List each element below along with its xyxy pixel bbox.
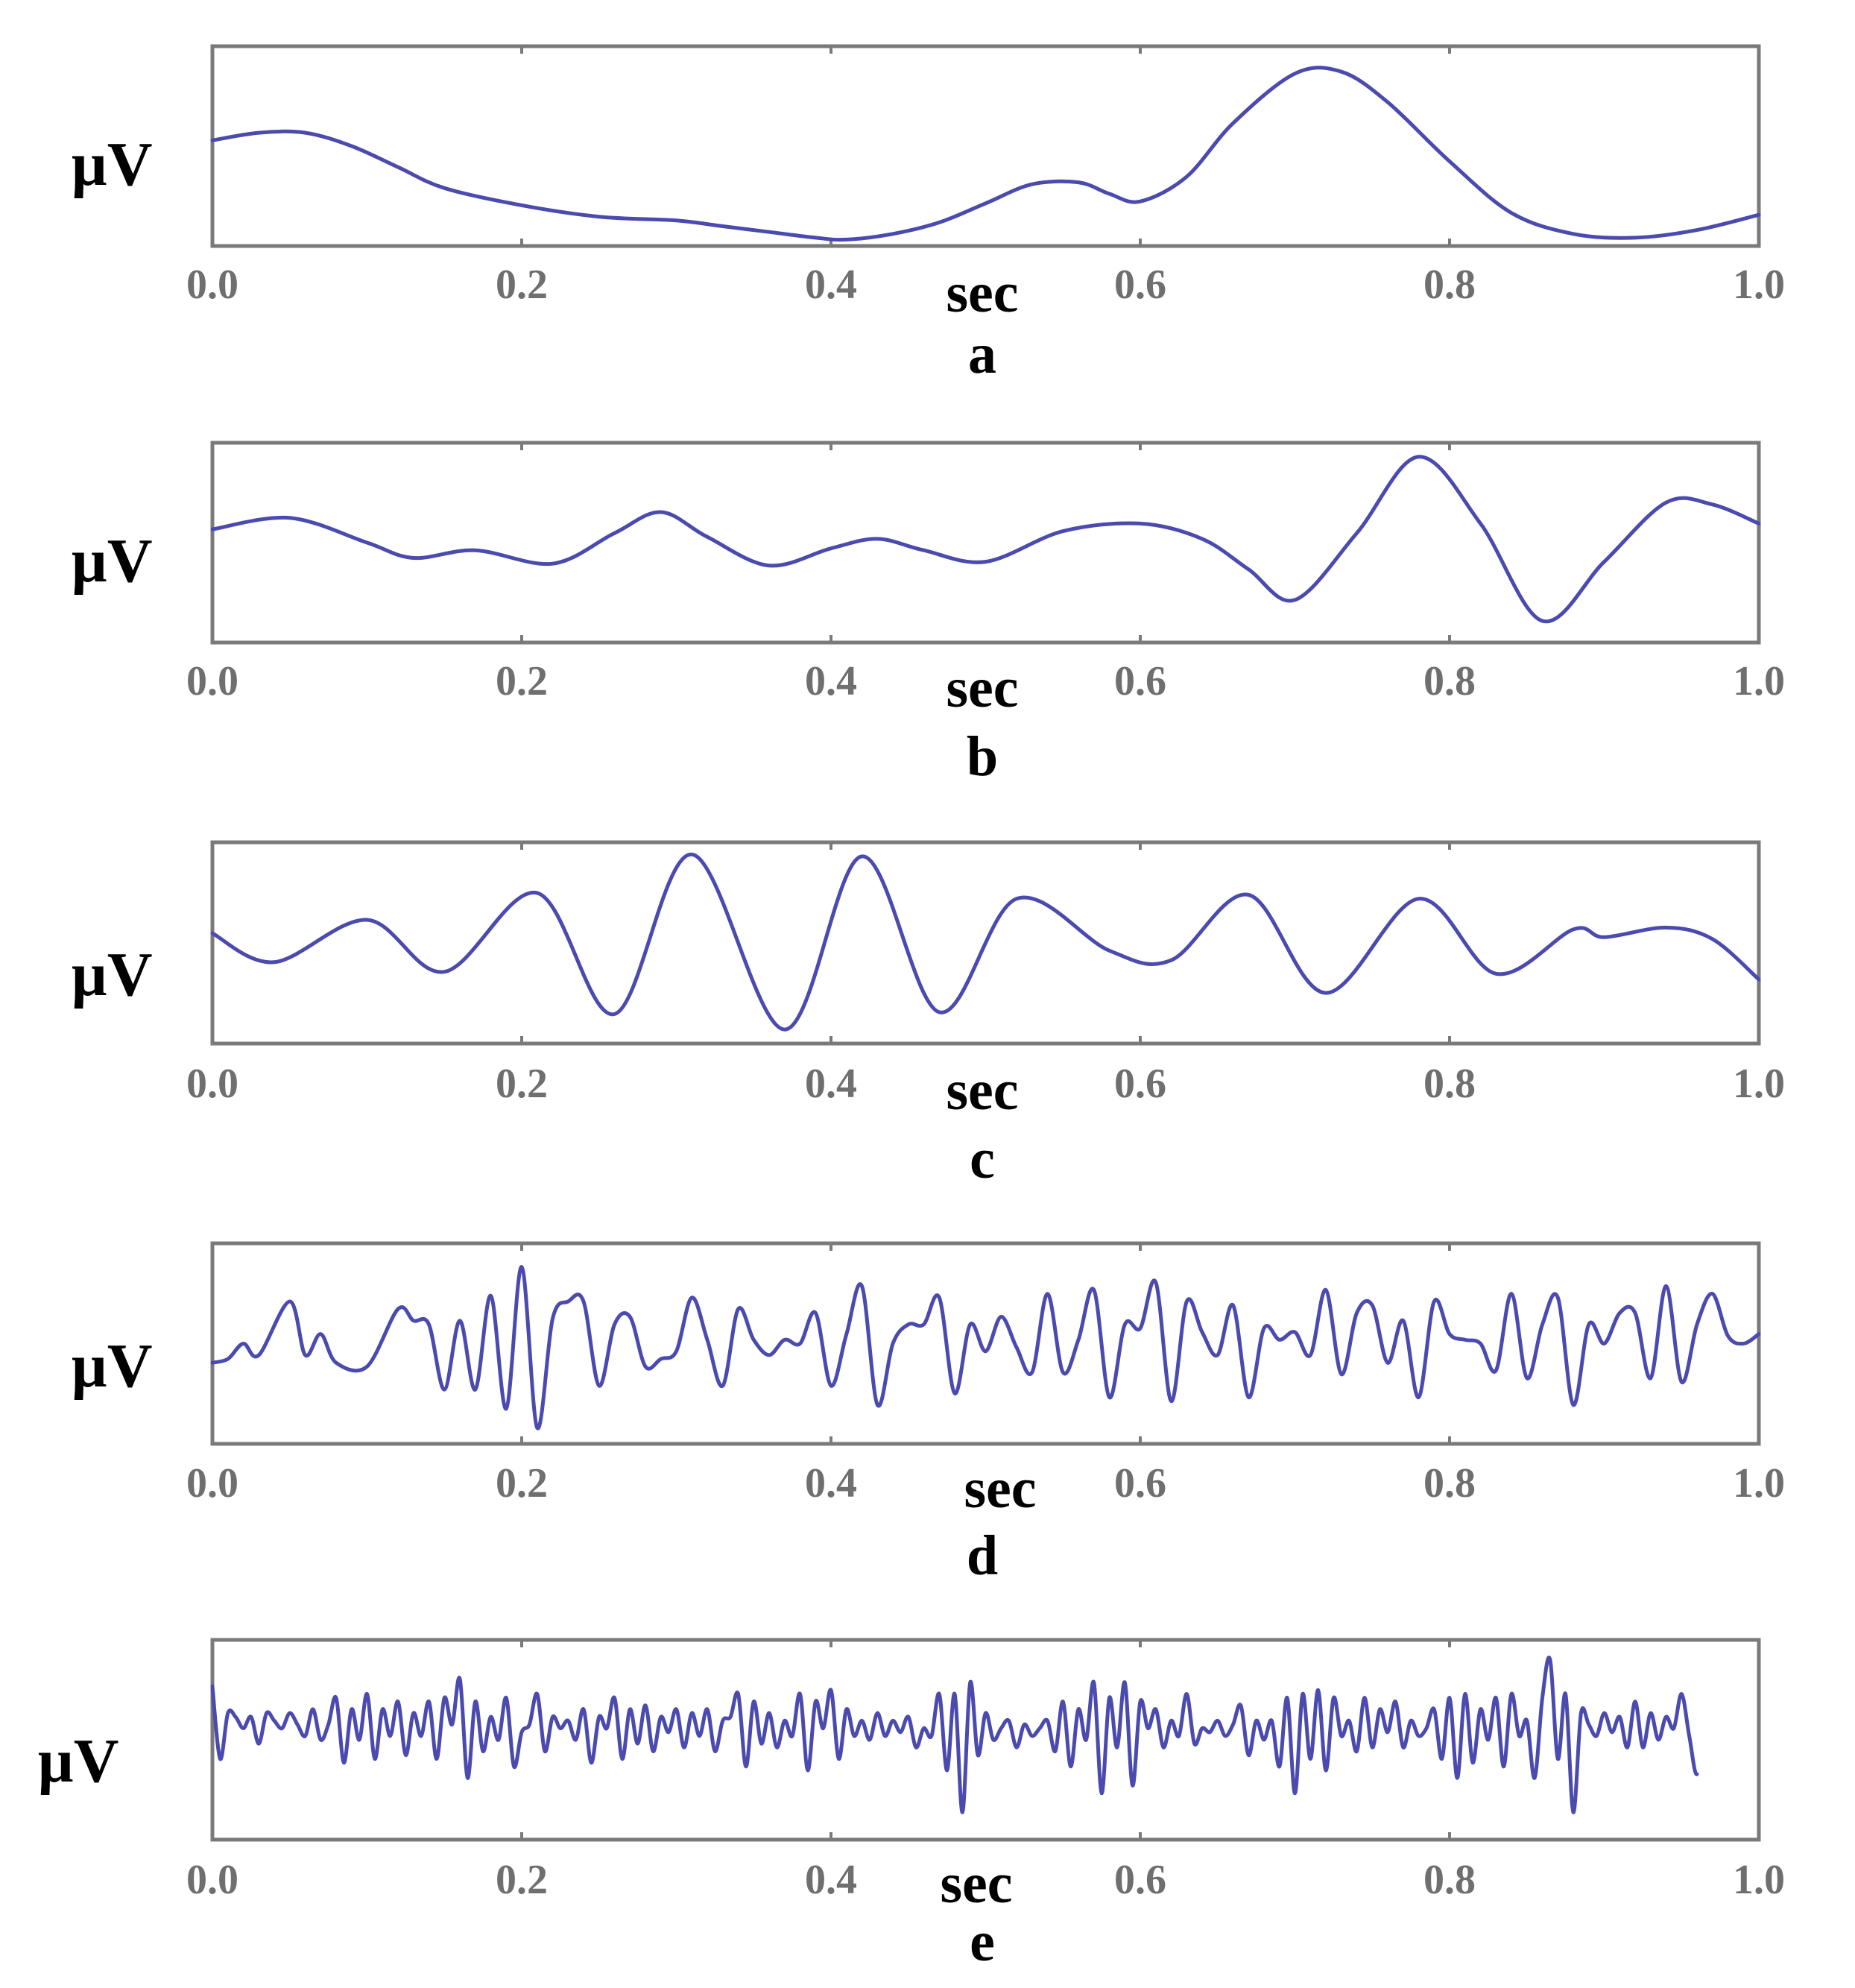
x-tick-label: 0.8 [1423,658,1476,704]
y-axis-label: µV [71,130,152,199]
x-tick-label: 0.6 [1114,1857,1166,1903]
x-tick-label: 0.0 [186,1460,238,1506]
x-tick-label: 0.6 [1114,262,1166,308]
series-line [210,1265,1761,1430]
series-line [210,1656,1699,1814]
x-tick-label: 0.2 [496,262,548,308]
x-tick-label: 1.0 [1733,1460,1785,1506]
plot-frame [210,44,1761,248]
plot-frame [210,1241,1761,1446]
plot-frame [210,840,1761,1046]
x-axis-label: sec [946,657,1018,719]
panel-label: a [968,323,996,385]
y-axis-label: µV [71,940,152,1009]
y-axis-label: µV [71,1331,152,1401]
y-axis-label: µV [37,1726,118,1796]
x-tick-label: 0.0 [186,1061,238,1107]
x-tick-label: 1.0 [1733,1857,1785,1903]
x-tick-label: 0.4 [805,658,857,704]
x-tick-label: 0.0 [186,658,238,704]
x-tick-label: 0.4 [805,1061,857,1107]
panel-label: e [970,1910,995,1973]
x-tick-label: 1.0 [1733,262,1785,308]
x-tick-label: 0.4 [805,1857,857,1903]
y-axis-label: µV [71,526,152,596]
x-axis-label: sec [946,262,1018,324]
x-tick-label: 0.2 [496,1061,548,1107]
x-tick-label: 0.8 [1423,1857,1476,1903]
x-tick-label: 0.6 [1114,658,1166,704]
panel-label: b [967,725,998,788]
panel-label: c [970,1128,995,1190]
plot-frame [210,1638,1761,1842]
series-line [210,455,1761,624]
x-tick-label: 0.2 [496,658,548,704]
x-tick-label: 1.0 [1733,658,1785,704]
x-tick-label: 0.0 [186,1857,238,1903]
x-axis-label: sec [946,1059,1018,1122]
x-tick-label: 0.0 [186,262,238,308]
x-tick-label: 1.0 [1733,1061,1785,1107]
x-tick-label: 0.8 [1423,262,1476,308]
x-tick-label: 0.4 [805,262,857,308]
series-line [210,66,1761,242]
x-tick-label: 0.2 [496,1460,548,1506]
panel-label: d [967,1524,998,1587]
x-tick-label: 0.2 [496,1857,548,1903]
x-tick-label: 0.4 [805,1460,857,1506]
plot-frame [210,441,1761,645]
x-tick-label: 0.6 [1114,1460,1166,1506]
x-axis-label: sec [964,1457,1036,1520]
x-tick-label: 0.8 [1423,1061,1476,1107]
x-tick-label: 0.8 [1423,1460,1476,1506]
series-line [210,852,1761,1032]
x-axis-label: sec [940,1852,1012,1915]
x-tick-label: 0.6 [1114,1061,1166,1107]
